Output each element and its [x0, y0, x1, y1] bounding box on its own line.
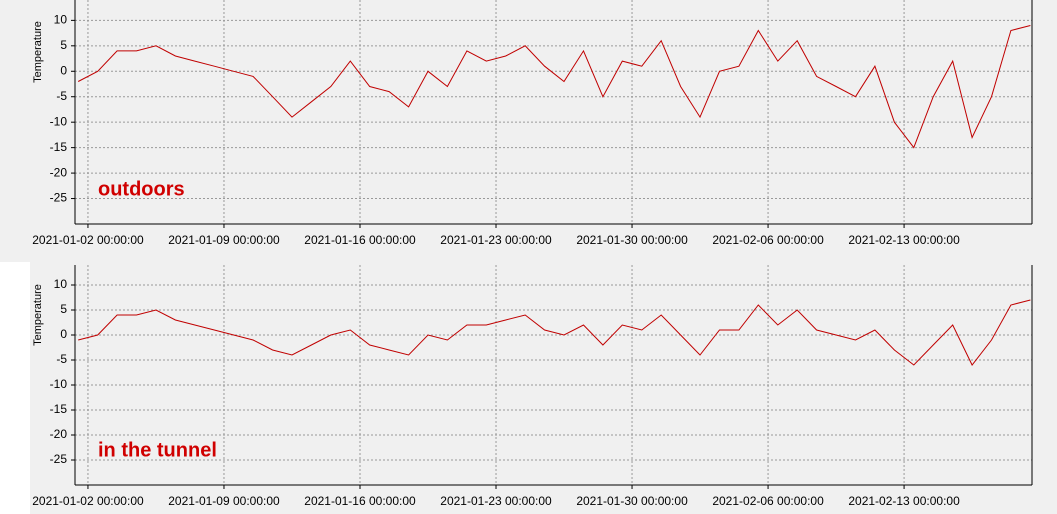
x-tick-label: 2021-01-23 00:00:00 [440, 233, 552, 247]
y-tick-label: -10 [50, 377, 68, 391]
x-tick-label: 2021-01-30 00:00:00 [576, 494, 688, 508]
y-tick-label: 10 [54, 277, 68, 291]
y-tick-label: -25 [50, 191, 68, 205]
plot-area [75, 265, 1032, 485]
y-tick-label: -20 [50, 165, 68, 179]
y-tick-label: -15 [50, 402, 68, 416]
y-tick-label: 5 [60, 302, 67, 316]
y-axis-label: Temperature [32, 21, 44, 83]
background-strip [0, 262, 30, 514]
y-axis-label: Temperature [32, 284, 44, 346]
y-tick-label: -5 [56, 352, 67, 366]
line-series [78, 299, 1031, 366]
x-tick-label: 2021-01-16 00:00:00 [304, 494, 416, 508]
annotation: outdoors [98, 178, 185, 200]
line-series [77, 25, 1031, 149]
x-tick-label: 2021-01-30 00:00:00 [576, 233, 688, 247]
x-tick-label: 2021-01-02 00:00:00 [32, 233, 144, 247]
x-tick-label: 2021-02-13 00:00:00 [848, 233, 960, 247]
x-tick-label: 2021-02-13 00:00:00 [848, 494, 960, 508]
y-tick-label: 5 [60, 38, 67, 52]
plot-area [75, 0, 1032, 224]
y-tick-label: -10 [50, 114, 68, 128]
y-tick-label: 0 [60, 327, 67, 341]
y-tick-label: -25 [50, 452, 68, 466]
x-tick-label: 2021-01-02 00:00:00 [32, 494, 144, 508]
x-tick-label: 2021-01-09 00:00:00 [168, 494, 280, 508]
x-tick-label: 2021-01-09 00:00:00 [168, 233, 280, 247]
annotation: in the tunnel [98, 439, 217, 461]
y-tick-label: -20 [50, 427, 68, 441]
y-tick-label: 0 [60, 63, 67, 77]
x-tick-label: 2021-01-23 00:00:00 [440, 494, 552, 508]
x-tick-label: 2021-02-06 00:00:00 [712, 494, 824, 508]
y-tick-label: -15 [50, 140, 68, 154]
y-tick-label: -5 [56, 89, 67, 103]
x-tick-label: 2021-02-06 00:00:00 [712, 233, 824, 247]
y-tick-label: 10 [54, 13, 68, 27]
x-tick-label: 2021-01-16 00:00:00 [304, 233, 416, 247]
